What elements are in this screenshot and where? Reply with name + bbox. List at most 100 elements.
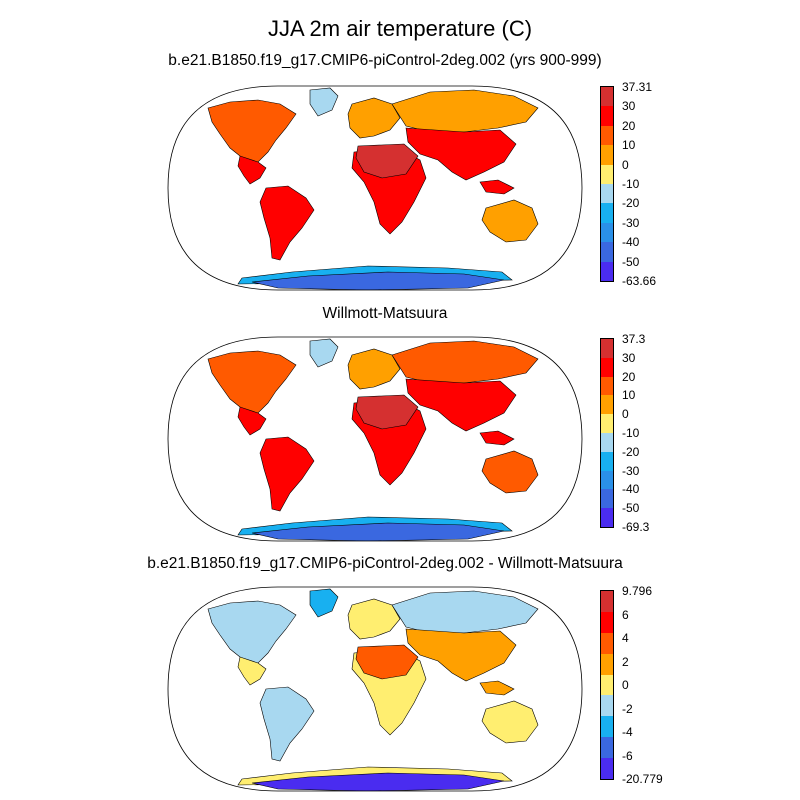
colorbar-swatch [601, 414, 613, 433]
land-europe [347, 598, 401, 640]
colorbar-label: 37.3 [622, 332, 646, 346]
colorbar-label: -4 [622, 725, 633, 739]
land-central-america [237, 656, 267, 686]
colorbar-label: -30 [622, 215, 640, 230]
colorbar-label: 20 [622, 118, 636, 133]
land-greenland [309, 338, 339, 368]
land-north-asia [391, 340, 539, 384]
colorbar-swatch [601, 470, 613, 490]
colorbar-swatch [601, 451, 613, 471]
colorbar-swatch [601, 716, 613, 738]
colorbar-label: -10 [622, 177, 640, 191]
land-central-america [237, 406, 267, 436]
colorbar-label: -20 [622, 444, 640, 459]
land-north-america [207, 600, 297, 666]
land-north-asia [391, 89, 539, 133]
colorbar-swatch [601, 261, 613, 281]
colorbar-label: 30 [622, 99, 636, 114]
map-outline [167, 85, 583, 291]
colorbar-swatch [601, 376, 613, 396]
land-antarctica [251, 522, 505, 541]
colorbar-label: -63.66 [622, 274, 657, 288]
panel-2-map [167, 336, 583, 542]
land-maritime-continent [479, 680, 515, 696]
figure-title: JJA 2m air temperature (C) [267, 16, 533, 41]
colorbar-label: 2 [622, 654, 629, 669]
land-central-america [237, 155, 267, 185]
panel-3-colorbar: 9.796 6 4 2 0 -2 -4 -6 -20.779 [600, 585, 690, 785]
colorbar-swatch [601, 125, 613, 146]
panel-3-map [167, 586, 583, 792]
map-outline [167, 586, 583, 792]
colorbar-label: 10 [622, 138, 636, 153]
land-antarctica [251, 772, 505, 791]
land-south-america [259, 185, 315, 261]
colorbar-swatch [601, 632, 613, 654]
colorbar-label: -2 [622, 701, 633, 716]
colorbar-swatch [601, 695, 613, 717]
colorbar-swatch [601, 611, 613, 633]
land-north-america [207, 350, 297, 416]
colorbar-swatch [601, 87, 613, 107]
colorbar-swatch [601, 183, 613, 204]
land-south-america [259, 436, 315, 512]
colorbar-label: 0 [622, 678, 629, 692]
panel-1-map [167, 85, 583, 291]
colorbar-label: 0 [622, 157, 629, 172]
colorbar-label: -20 [622, 196, 640, 211]
colorbar-swatch [601, 508, 613, 527]
colorbar-swatch [601, 489, 613, 509]
colorbar-swatches [600, 86, 614, 282]
land-sahara [355, 143, 419, 179]
land-south-asia [405, 628, 517, 682]
panel-3-title: b.e21.B1850.f19_g17.CMIP6-piControl-2deg… [147, 555, 623, 572]
land-europe [347, 97, 401, 139]
map-outline [167, 336, 583, 542]
colorbar-label: -30 [622, 463, 640, 478]
colorbar-label: 6 [622, 607, 629, 622]
colorbar-swatch [601, 242, 613, 262]
land-australia [481, 199, 539, 243]
colorbar-swatch [601, 222, 613, 243]
panel-2-colorbar: 37.3 30 20 10 0 -10 -20 -30 -40 -50 -69.3 [600, 333, 690, 533]
colorbar-label: 30 [622, 350, 636, 365]
colorbar-swatch [601, 164, 613, 184]
land-sahara [355, 394, 419, 430]
colorbar-label: -40 [622, 482, 640, 497]
land-south-asia [405, 378, 517, 432]
land-north-america [207, 99, 297, 165]
colorbar-swatches [600, 338, 614, 528]
colorbar-label: -69.3 [622, 520, 650, 534]
colorbar-label: -40 [622, 235, 640, 250]
colorbar-label: -6 [622, 748, 633, 763]
colorbar-label: 0 [622, 407, 629, 422]
panel-2-title: Willmott-Matsuura [322, 305, 448, 322]
colorbar-label: 37.31 [622, 80, 653, 94]
colorbar-swatch [601, 203, 613, 223]
land-greenland [309, 588, 339, 618]
colorbar-swatch [601, 674, 613, 696]
land-maritime-continent [479, 430, 515, 446]
land-greenland [309, 87, 339, 117]
colorbar-label: 20 [622, 369, 636, 384]
colorbar-swatch [601, 339, 613, 358]
colorbar-swatch [601, 145, 613, 165]
land-sahara [355, 644, 419, 680]
colorbar-label: -50 [622, 501, 640, 516]
land-europe [347, 348, 401, 390]
land-south-asia [405, 127, 517, 181]
panel-1-colorbar: 37.31 30 20 10 0 -10 -20 -30 -40 -50 -63.66 [600, 81, 690, 287]
colorbar-label: -10 [622, 426, 640, 440]
colorbar-swatch [601, 395, 613, 415]
colorbar-swatch [601, 653, 613, 675]
colorbar-label: 10 [622, 388, 636, 403]
land-australia [481, 450, 539, 494]
land-north-asia [391, 590, 539, 634]
colorbar-swatch [601, 357, 613, 377]
colorbar-swatch [601, 106, 613, 126]
colorbar-label: -50 [622, 254, 640, 269]
land-south-america [259, 686, 315, 762]
colorbar-swatch [601, 737, 613, 758]
colorbar-label: -20.779 [622, 772, 663, 786]
colorbar-swatches [600, 590, 614, 780]
